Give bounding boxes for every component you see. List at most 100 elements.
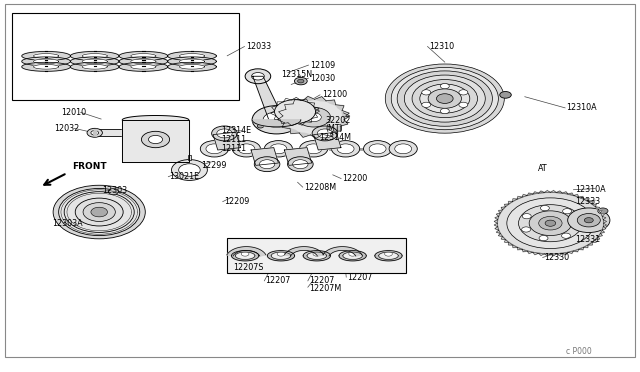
Circle shape — [391, 67, 499, 130]
Text: 13021E: 13021E — [170, 172, 200, 181]
Polygon shape — [282, 123, 290, 129]
Circle shape — [385, 252, 392, 256]
Circle shape — [563, 209, 572, 214]
Polygon shape — [513, 199, 517, 201]
Text: 12207: 12207 — [309, 276, 335, 285]
Circle shape — [53, 185, 145, 239]
Circle shape — [420, 84, 470, 113]
Polygon shape — [496, 230, 500, 233]
Polygon shape — [303, 96, 315, 100]
Polygon shape — [600, 213, 605, 217]
Text: 12100: 12100 — [323, 90, 348, 99]
Circle shape — [598, 208, 608, 214]
Polygon shape — [268, 256, 294, 261]
Polygon shape — [573, 249, 579, 252]
Polygon shape — [603, 223, 607, 227]
Circle shape — [395, 144, 412, 154]
Polygon shape — [131, 54, 156, 58]
Polygon shape — [33, 59, 59, 64]
Polygon shape — [508, 243, 513, 245]
Text: 12303A: 12303A — [52, 219, 83, 228]
Circle shape — [522, 227, 531, 232]
Circle shape — [238, 144, 255, 154]
Text: 12333: 12333 — [575, 197, 600, 206]
Polygon shape — [314, 132, 341, 150]
Text: AT: AT — [538, 164, 547, 173]
Text: 12209: 12209 — [224, 197, 250, 206]
Circle shape — [212, 126, 237, 141]
Polygon shape — [82, 54, 108, 58]
Circle shape — [317, 129, 333, 138]
Circle shape — [148, 135, 163, 144]
Circle shape — [264, 141, 292, 157]
Polygon shape — [168, 51, 216, 61]
Polygon shape — [584, 245, 588, 248]
Polygon shape — [602, 227, 606, 230]
Polygon shape — [285, 247, 323, 256]
Circle shape — [206, 144, 223, 154]
Circle shape — [529, 211, 572, 235]
Text: 12109: 12109 — [310, 61, 335, 70]
Text: 12032: 12032 — [54, 124, 79, 133]
Circle shape — [539, 217, 562, 230]
Polygon shape — [285, 104, 293, 109]
Circle shape — [252, 106, 301, 134]
Circle shape — [259, 160, 275, 169]
Polygon shape — [517, 247, 522, 250]
Circle shape — [263, 112, 290, 128]
Bar — [12, 13, 239, 100]
Circle shape — [369, 144, 386, 154]
Circle shape — [412, 80, 477, 118]
Circle shape — [83, 203, 115, 221]
Circle shape — [397, 71, 492, 126]
Text: 12310: 12310 — [429, 42, 454, 51]
Circle shape — [292, 160, 308, 169]
Polygon shape — [70, 62, 119, 71]
Circle shape — [522, 214, 531, 219]
Polygon shape — [340, 120, 348, 126]
Polygon shape — [333, 126, 341, 131]
Polygon shape — [595, 237, 600, 240]
Circle shape — [428, 89, 461, 108]
Polygon shape — [517, 196, 522, 199]
Polygon shape — [232, 256, 259, 261]
Bar — [227, 238, 406, 273]
Circle shape — [337, 144, 354, 154]
Text: 12207: 12207 — [348, 273, 373, 282]
Circle shape — [389, 141, 417, 157]
Text: 12207M: 12207M — [309, 284, 341, 293]
Bar — [188, 155, 191, 160]
Text: 12111: 12111 — [221, 144, 246, 153]
Polygon shape — [595, 207, 600, 210]
Circle shape — [200, 141, 228, 157]
Polygon shape — [122, 120, 189, 162]
Polygon shape — [588, 201, 593, 204]
Polygon shape — [168, 57, 216, 66]
Circle shape — [507, 198, 594, 248]
Circle shape — [385, 64, 504, 133]
Circle shape — [577, 214, 600, 227]
Polygon shape — [533, 192, 539, 194]
Text: 12310A: 12310A — [575, 185, 605, 194]
Circle shape — [568, 208, 610, 232]
Polygon shape — [550, 190, 556, 193]
Circle shape — [440, 84, 449, 89]
Polygon shape — [600, 230, 605, 233]
Polygon shape — [131, 64, 156, 69]
Polygon shape — [119, 62, 168, 71]
Text: 12331: 12331 — [575, 235, 600, 244]
Circle shape — [300, 141, 328, 157]
Polygon shape — [522, 195, 527, 197]
Circle shape — [440, 108, 449, 113]
Polygon shape — [303, 256, 330, 261]
Polygon shape — [598, 233, 602, 237]
Polygon shape — [342, 110, 349, 117]
Text: 12010: 12010 — [61, 108, 86, 117]
Circle shape — [497, 192, 604, 254]
Circle shape — [561, 233, 570, 238]
Circle shape — [108, 189, 118, 195]
Circle shape — [141, 131, 170, 148]
Polygon shape — [227, 247, 266, 256]
Polygon shape — [499, 233, 502, 237]
Polygon shape — [527, 251, 533, 253]
